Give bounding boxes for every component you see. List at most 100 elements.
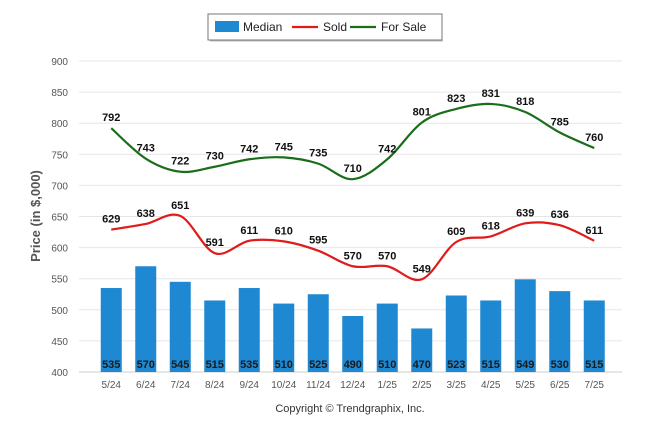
x-tick-label: 6/24 bbox=[136, 380, 156, 391]
bar-value-label: 515 bbox=[585, 359, 603, 371]
y-tick-label: 850 bbox=[51, 88, 68, 99]
y-tick-label: 900 bbox=[51, 57, 68, 68]
sold-line bbox=[111, 213, 595, 282]
y-tick-label: 600 bbox=[51, 244, 68, 255]
bar-value-label: 510 bbox=[275, 359, 293, 371]
for-sale-value-label: 742 bbox=[378, 143, 396, 155]
sold-value-label: 570 bbox=[344, 250, 362, 262]
bar-11/24 bbox=[307, 294, 329, 372]
bar-value-label: 525 bbox=[309, 359, 327, 371]
for-sale-value-label: 735 bbox=[309, 148, 327, 160]
y-tick-label: 750 bbox=[51, 150, 68, 161]
sold-value-label: 638 bbox=[137, 208, 155, 220]
legend: Median Sold For Sale bbox=[207, 13, 443, 42]
x-tick-label: 5/24 bbox=[102, 380, 122, 391]
bar-8/24 bbox=[204, 300, 226, 372]
gridlines bbox=[79, 60, 622, 373]
median-bars: 535 570 545 515 535 510 525 490 510 470 523 515 549 5… bbox=[100, 266, 605, 372]
bar-value-label: 535 bbox=[102, 359, 120, 371]
sold-value-label: 610 bbox=[275, 225, 293, 237]
bar-5/24 bbox=[100, 288, 122, 372]
y-tick-label: 450 bbox=[51, 337, 68, 348]
bar-9/24 bbox=[238, 288, 260, 372]
for-sale-value-label: 831 bbox=[482, 88, 500, 100]
sold-value-label: 549 bbox=[413, 263, 431, 275]
y-tick-label: 800 bbox=[51, 119, 68, 130]
sold-value-label: 611 bbox=[240, 225, 258, 237]
for-sale-line bbox=[110, 102, 595, 181]
x-tick-label: 3/25 bbox=[447, 380, 467, 391]
bar-value-label: 549 bbox=[516, 359, 534, 371]
sold-value-label: 609 bbox=[447, 226, 465, 238]
bar-value-label: 490 bbox=[344, 359, 362, 371]
sold-value-label: 611 bbox=[585, 225, 603, 237]
bar-value-label: 545 bbox=[171, 359, 189, 371]
copyright-footer: Copyright © Trendgraphix, Inc. bbox=[275, 403, 424, 415]
for-sale-value-label: 742 bbox=[240, 143, 258, 155]
bar-value-label: 523 bbox=[447, 359, 465, 371]
x-tick-label: 8/24 bbox=[205, 380, 225, 391]
legend-swatch-median bbox=[215, 21, 239, 32]
bar-4/25 bbox=[480, 300, 502, 372]
x-tick-label: 4/25 bbox=[481, 380, 501, 391]
bar-value-label: 515 bbox=[206, 359, 224, 371]
line-series: 629 638 651 591 611 610 595 570 570 549 609 618 639 6… bbox=[102, 88, 603, 282]
for-sale-value-label: 743 bbox=[137, 143, 155, 155]
for-sale-value-label: 792 bbox=[102, 112, 120, 124]
for-sale-value-label: 818 bbox=[516, 96, 534, 108]
y-tick-label: 650 bbox=[51, 213, 68, 224]
legend-label-median: Median bbox=[243, 20, 282, 34]
bar-value-label: 510 bbox=[378, 359, 396, 371]
sold-value-label: 595 bbox=[309, 235, 327, 247]
x-tick-label: 9/24 bbox=[240, 380, 260, 391]
bar-value-label: 515 bbox=[482, 359, 500, 371]
bar-5/25 bbox=[514, 279, 536, 372]
for-sale-value-label: 760 bbox=[585, 132, 603, 144]
bar-12/24 bbox=[342, 316, 364, 372]
bar-10/24 bbox=[273, 303, 295, 372]
x-tick-label: 2/25 bbox=[412, 380, 432, 391]
y-tick-label: 500 bbox=[51, 306, 68, 317]
x-tick-label: 10/24 bbox=[271, 380, 296, 391]
sold-value-label: 639 bbox=[516, 207, 534, 219]
sold-value-label: 636 bbox=[551, 209, 569, 221]
x-tick-label: 6/25 bbox=[550, 380, 570, 391]
sold-value-label: 629 bbox=[102, 214, 120, 226]
x-tick-label: 11/24 bbox=[306, 380, 331, 391]
bar-value-label: 470 bbox=[413, 359, 431, 371]
bar-1/25 bbox=[376, 303, 398, 372]
sold-value-label: 618 bbox=[482, 220, 500, 232]
for-sale-value-label: 710 bbox=[344, 163, 362, 175]
sold-value-label: 651 bbox=[171, 200, 189, 212]
for-sale-value-label: 722 bbox=[171, 156, 189, 168]
legend-label-for-sale: For Sale bbox=[381, 20, 427, 34]
y-tick-label: 400 bbox=[51, 368, 68, 379]
bar-7/25 bbox=[583, 300, 605, 372]
legend-box bbox=[207, 13, 443, 41]
x-tick-label: 7/24 bbox=[171, 380, 191, 391]
for-sale-value-label: 785 bbox=[551, 117, 569, 129]
for-sale-value-label: 801 bbox=[413, 107, 431, 119]
sold-value-label: 591 bbox=[206, 237, 224, 249]
for-sale-value-label: 730 bbox=[206, 151, 224, 163]
bar-2/25 bbox=[411, 328, 433, 372]
y-axis-label: Price (in $,000) bbox=[28, 170, 43, 262]
for-sale-value-label: 823 bbox=[447, 93, 465, 105]
sold-value-label: 570 bbox=[378, 250, 396, 262]
x-axis: 5/24 6/24 7/24 8/24 9/24 10/24 11/24 12/24 1/25 2… bbox=[102, 380, 605, 391]
bar-3/25 bbox=[445, 295, 467, 372]
for-sale-value-label: 745 bbox=[275, 141, 293, 153]
bar-value-label: 530 bbox=[551, 359, 569, 371]
bar-7/24 bbox=[169, 281, 191, 372]
bar-6/25 bbox=[549, 291, 571, 372]
x-tick-label: 7/25 bbox=[585, 380, 605, 391]
legend-label-sold: Sold bbox=[323, 20, 347, 34]
bar-6/24 bbox=[135, 266, 157, 372]
y-tick-label: 550 bbox=[51, 275, 68, 286]
x-tick-label: 5/25 bbox=[516, 380, 536, 391]
y-tick-label: 700 bbox=[51, 181, 68, 192]
x-tick-label: 12/24 bbox=[340, 380, 365, 391]
x-tick-label: 1/25 bbox=[378, 380, 398, 391]
bar-value-label: 535 bbox=[240, 359, 258, 371]
